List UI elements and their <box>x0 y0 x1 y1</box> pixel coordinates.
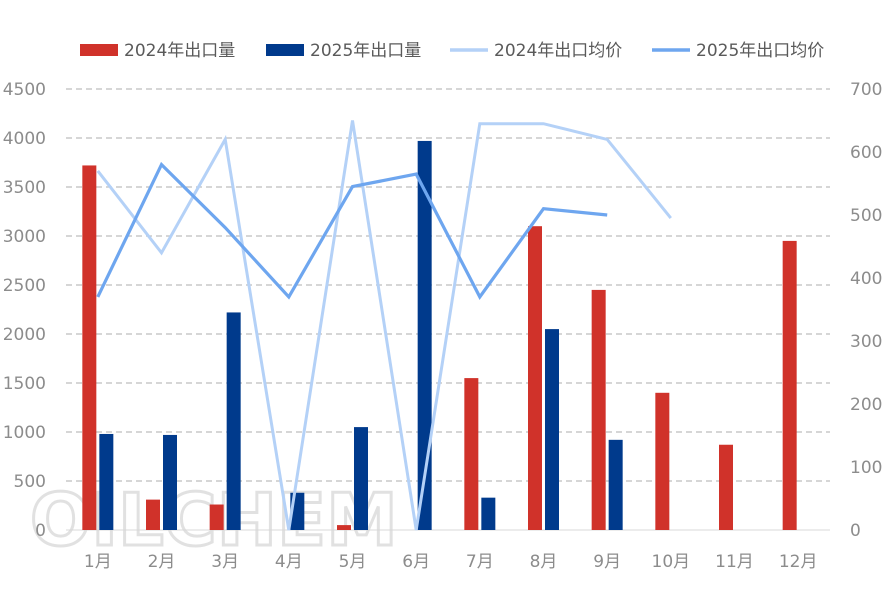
bar-2024-volume <box>655 392 670 530</box>
x-axis: 1月 2月 3月 4月 5月 6月 7月 8月 9月 10月 11月 12月 <box>84 552 818 572</box>
x-tick-label: 7月 <box>466 552 494 572</box>
bar-2025-volume <box>608 439 623 530</box>
legend-label: 2024年出口量 <box>124 41 235 61</box>
y-left-tick-label: 3000 <box>3 227 46 247</box>
x-tick-label: 12月 <box>779 552 818 572</box>
bar-2024-volume <box>782 240 797 530</box>
y-right-tick-label: 600 <box>850 143 882 163</box>
y-left-tick-label: 4500 <box>3 80 46 100</box>
bar-2025-volume <box>417 140 432 530</box>
bar-2024-volume <box>146 499 160 530</box>
bar-2025-volume <box>481 497 496 530</box>
y-left-tick-label: 3500 <box>3 178 46 198</box>
y-left-tick-label: 2000 <box>3 325 46 345</box>
y-right-tick-label: 100 <box>850 458 882 478</box>
legend-swatch <box>266 44 304 56</box>
y-left-tick-label: 2500 <box>3 276 46 296</box>
y-axis-left: 0 500 1000 1500 2000 2500 3000 3500 4000 4500 <box>3 80 46 541</box>
bar-2025-volume <box>545 329 559 530</box>
gridlines <box>66 88 830 531</box>
x-tick-label: 6月 <box>402 552 430 572</box>
bar-2024-volume <box>337 525 351 530</box>
y-left-tick-label: 0 <box>35 521 46 541</box>
y-right-tick-label: 300 <box>850 332 882 352</box>
legend-swatch <box>80 44 118 56</box>
y-left-tick-label: 4000 <box>3 129 46 149</box>
bar-2025-volume <box>354 427 368 530</box>
x-tick-label: 4月 <box>275 552 303 572</box>
x-tick-label: 5月 <box>339 552 367 572</box>
bars <box>82 140 797 530</box>
y-left-tick-label: 500 <box>14 472 46 492</box>
bar-2025-volume <box>226 312 241 530</box>
x-tick-label: 10月 <box>652 552 691 572</box>
bar-2025-volume <box>163 434 177 530</box>
bar-2024-volume <box>82 165 97 530</box>
legend-label: 2025年出口量 <box>310 41 421 61</box>
legend: 2024年出口量 2025年出口量 2024年出口均价 2025年出口均价 <box>80 41 824 61</box>
x-tick-label: 8月 <box>530 552 558 572</box>
y-right-tick-label: 0 <box>850 521 861 541</box>
y-right-tick-label: 700 <box>850 80 882 100</box>
bar-2024-volume <box>209 504 224 530</box>
bar-2025-volume <box>99 433 114 530</box>
y-right-tick-label: 200 <box>850 395 882 415</box>
legend-label: 2025年出口均价 <box>696 41 824 61</box>
x-tick-label: 3月 <box>211 552 239 572</box>
y-left-tick-label: 1000 <box>3 423 46 443</box>
bar-2024-volume <box>591 289 606 530</box>
y-left-tick-label: 1500 <box>3 374 46 394</box>
bar-2024-volume <box>528 226 542 530</box>
x-tick-label: 1月 <box>84 552 112 572</box>
line-2025-avg-price <box>96 161 608 300</box>
bar-2024-volume <box>464 378 479 530</box>
bar-2024-volume <box>719 444 733 530</box>
x-tick-label: 11月 <box>715 552 754 572</box>
y-right-tick-label: 400 <box>850 269 882 289</box>
lines <box>96 120 672 531</box>
x-tick-label: 2月 <box>148 552 176 572</box>
legend-label: 2024年出口均价 <box>494 41 622 61</box>
y-right-tick-label: 500 <box>850 206 882 226</box>
x-tick-label: 9月 <box>593 552 621 572</box>
y-axis-right: 0 100 200 300 400 500 600 700 <box>850 80 882 541</box>
